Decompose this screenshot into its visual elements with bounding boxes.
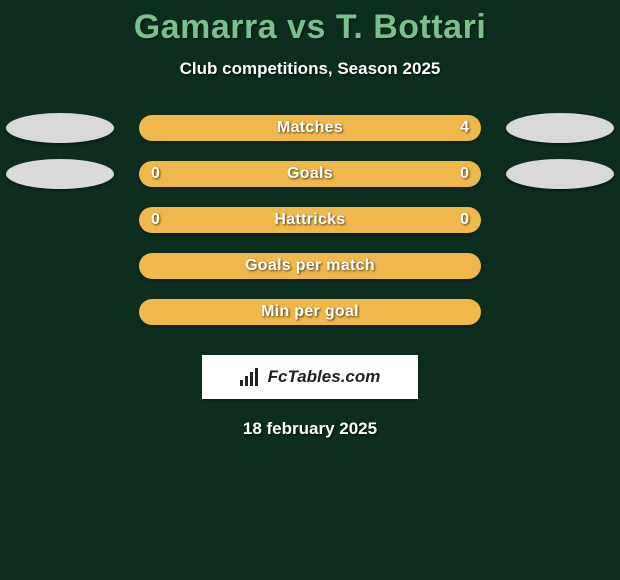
brand-badge[interactable]: FcTables.com bbox=[202, 355, 418, 399]
right-ellipse bbox=[506, 113, 614, 143]
stat-pill: Min per goal bbox=[139, 299, 481, 325]
stats-rows: Matches 4 0 Goals 0 0 Hattricks 0 Goals per matc… bbox=[0, 115, 620, 325]
stat-pill: Goals per match bbox=[139, 253, 481, 279]
stat-row: Matches 4 bbox=[0, 115, 620, 141]
stat-row: 0 Goals 0 bbox=[0, 161, 620, 187]
bar-chart-icon bbox=[240, 368, 262, 386]
stat-label: Matches bbox=[277, 119, 343, 137]
subtitle: Club competitions, Season 2025 bbox=[0, 59, 620, 79]
stat-pill: 0 Goals 0 bbox=[139, 161, 481, 187]
stat-right-value: 0 bbox=[460, 211, 469, 229]
stat-label: Goals bbox=[287, 165, 333, 183]
stat-left-value: 0 bbox=[151, 165, 160, 183]
brand-text: FcTables.com bbox=[268, 367, 381, 387]
stat-row: Min per goal bbox=[0, 299, 620, 325]
stat-label: Min per goal bbox=[261, 303, 359, 321]
page-title: Gamarra vs T. Bottari bbox=[0, 8, 620, 47]
stat-row: Goals per match bbox=[0, 253, 620, 279]
stat-label: Goals per match bbox=[245, 257, 375, 275]
stat-left-value: 0 bbox=[151, 211, 160, 229]
stat-right-value: 0 bbox=[460, 165, 469, 183]
right-ellipse bbox=[506, 159, 614, 189]
comparison-card: Gamarra vs T. Bottari Club competitions,… bbox=[0, 0, 620, 439]
stat-row: 0 Hattricks 0 bbox=[0, 207, 620, 233]
left-ellipse bbox=[6, 159, 114, 189]
date-line: 18 february 2025 bbox=[0, 419, 620, 439]
stat-right-value: 4 bbox=[460, 119, 469, 137]
stat-label: Hattricks bbox=[274, 211, 345, 229]
left-ellipse bbox=[6, 113, 114, 143]
stat-pill: 0 Hattricks 0 bbox=[139, 207, 481, 233]
stat-pill: Matches 4 bbox=[139, 115, 481, 141]
